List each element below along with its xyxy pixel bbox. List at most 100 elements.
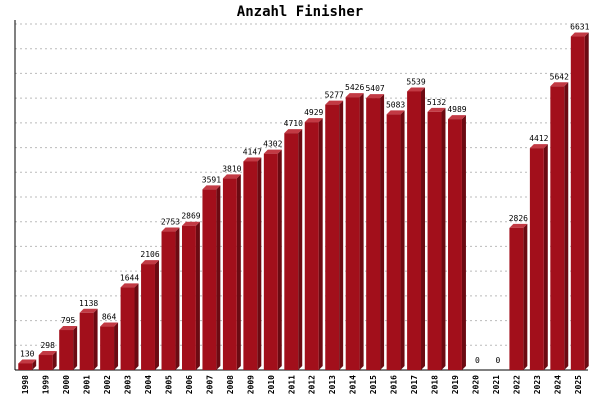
value-label: 3591 [202, 175, 221, 184]
x-tick-label: 2020 [471, 375, 480, 394]
value-label: 1138 [79, 299, 98, 308]
bar-top [427, 107, 446, 112]
bar [284, 133, 299, 370]
x-tick-label: 2015 [369, 375, 378, 394]
value-label: 130 [20, 349, 35, 358]
bar-top [263, 149, 282, 154]
bar [243, 161, 258, 370]
bar-top [284, 129, 303, 134]
value-label: 2869 [181, 212, 200, 221]
bar [427, 111, 442, 370]
bar-side [32, 359, 37, 370]
x-tick-label: 2013 [328, 375, 337, 394]
bar-side [318, 118, 323, 370]
bar-side [257, 157, 262, 370]
bar-top [304, 118, 323, 123]
bar-side [236, 174, 241, 370]
bar [509, 227, 524, 370]
bar-top [366, 94, 385, 99]
bar [181, 225, 196, 370]
bar [529, 148, 544, 370]
value-label: 5642 [550, 72, 569, 81]
value-label: 4147 [243, 147, 262, 156]
bar [345, 97, 360, 370]
x-tick-label: 2025 [574, 375, 583, 394]
bar-side [380, 94, 385, 371]
value-label: 5277 [325, 91, 344, 100]
bar-top [509, 223, 528, 228]
value-label: 4989 [447, 105, 466, 114]
x-tick-label: 2007 [205, 375, 214, 394]
value-label: 5083 [386, 100, 405, 109]
x-tick-label: 2016 [390, 375, 399, 394]
value-label: 864 [102, 313, 117, 322]
x-tick-label: 2014 [349, 375, 358, 394]
value-label: 5407 [365, 84, 384, 93]
bar [448, 119, 462, 371]
bar-side [400, 110, 405, 371]
bar [325, 104, 340, 370]
value-label: 0 [495, 356, 500, 365]
bar-top [243, 157, 262, 162]
x-tick-label: 2023 [533, 375, 542, 394]
bar-top [448, 115, 466, 120]
bar-top [222, 174, 241, 179]
bar-top [161, 227, 180, 232]
x-tick-label: 2012 [308, 375, 317, 394]
x-tick-label: 2018 [431, 375, 440, 394]
bar-side [461, 115, 466, 371]
bar-top [181, 221, 200, 226]
bar-top [570, 32, 589, 37]
x-tick-label: 2002 [103, 375, 112, 394]
bar-side [523, 223, 528, 370]
bar-top [141, 260, 159, 265]
bar-top [38, 351, 57, 356]
bar [263, 153, 278, 370]
value-label: 2753 [161, 218, 180, 227]
x-tick-label: 2010 [267, 375, 276, 394]
bar-side [359, 93, 364, 370]
value-label: 5539 [406, 77, 425, 86]
bar-side [298, 129, 303, 370]
bar [79, 312, 94, 370]
bar-top [18, 359, 37, 364]
bar-side [114, 322, 119, 370]
bar [222, 178, 237, 370]
bar [120, 287, 135, 370]
bar [141, 264, 155, 370]
bar-top [345, 93, 364, 98]
bar [304, 122, 319, 370]
value-label: 2826 [509, 214, 528, 223]
bar-side [584, 32, 589, 370]
value-label: 4929 [304, 108, 323, 117]
value-label: 5426 [345, 83, 364, 92]
x-tick-label: 2003 [124, 375, 133, 394]
bar-side [339, 100, 344, 370]
bar-side [441, 107, 446, 370]
x-tick-label: 2006 [185, 375, 194, 394]
value-label: 5132 [427, 98, 446, 107]
bar [38, 355, 53, 370]
chart-title: Anzahl Finisher [236, 4, 364, 20]
bar [550, 86, 565, 370]
bar [202, 189, 217, 370]
value-label: 3810 [222, 164, 241, 173]
bar [570, 36, 585, 370]
x-tick-label: 1998 [21, 375, 30, 394]
bar-top [202, 185, 221, 190]
bar-side [216, 185, 221, 370]
bar-top [59, 326, 78, 331]
bar [59, 330, 74, 370]
x-tick-label: 2011 [287, 375, 296, 394]
bar-top [529, 144, 548, 149]
bar-side [134, 283, 139, 370]
bar-side [277, 149, 282, 370]
bar-top [386, 110, 405, 115]
bar-top [325, 100, 344, 105]
x-tick-label: 2017 [410, 375, 419, 394]
value-label: 4412 [529, 134, 548, 143]
x-tick-label: 2000 [62, 375, 71, 394]
x-tick-label: 2009 [246, 375, 255, 394]
